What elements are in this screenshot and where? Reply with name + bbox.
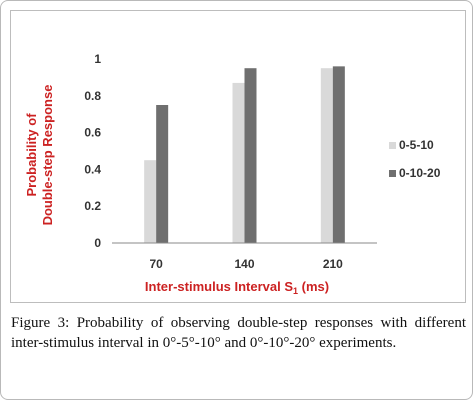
legend-label: 0-5-10 xyxy=(399,138,434,152)
bar-0-10-20-140 xyxy=(244,68,257,243)
bar-0-5-10-140 xyxy=(232,82,245,243)
bar-chart: 0 0.2 0.4 0.6 0.8 1 70 140 210 Probability of D… xyxy=(24,52,441,296)
x-tick-label: 140 xyxy=(234,257,254,271)
bar-0-5-10-70 xyxy=(144,160,157,243)
x-axis-title-main: Inter-stimulus Interval S xyxy=(145,279,293,294)
chart-panel: 0 0.2 0.4 0.6 0.8 1 70 140 210 Probability of D… xyxy=(10,10,466,303)
x-axis-title-unit: (ms) xyxy=(298,279,329,294)
x-axis-title: Inter-stimulus Interval S1 (ms) xyxy=(145,279,329,296)
x-tick-label: 210 xyxy=(323,257,343,271)
y-axis-ticks: 0 0.2 0.4 0.6 0.8 1 xyxy=(84,52,101,250)
caption-label: Figure 3: xyxy=(11,315,70,331)
legend-label: 0-10-20 xyxy=(399,166,441,180)
legend-swatch xyxy=(389,142,396,149)
y-tick-label: 0.8 xyxy=(84,89,101,103)
y-axis-title: Probability of Double-step Response xyxy=(24,85,55,226)
legend-swatch xyxy=(389,170,396,177)
y-tick-label: 0.4 xyxy=(84,162,101,176)
x-axis-title-subscript: 1 xyxy=(293,286,298,296)
bar-0-5-10-210 xyxy=(320,68,333,243)
figure-caption: Figure 3: Probability of observing doubl… xyxy=(11,313,466,353)
y-tick-label: 0.2 xyxy=(84,199,101,213)
x-tick-label: 70 xyxy=(149,257,163,271)
bars xyxy=(144,66,345,243)
y-axis-title-line2: Double-step Response xyxy=(40,85,55,226)
y-tick-label: 0 xyxy=(94,236,101,250)
y-tick-label: 0.6 xyxy=(84,126,101,140)
bar-0-10-20-210 xyxy=(332,66,345,243)
y-tick-label: 1 xyxy=(94,52,101,66)
legend: 0-5-10 0-10-20 xyxy=(389,138,441,180)
caption-text: Probability of observing double-step res… xyxy=(11,315,466,351)
bar-0-10-20-70 xyxy=(156,105,169,243)
y-axis-title-line1: Probability of xyxy=(24,113,39,197)
x-axis-ticks: 70 140 210 xyxy=(149,257,343,271)
